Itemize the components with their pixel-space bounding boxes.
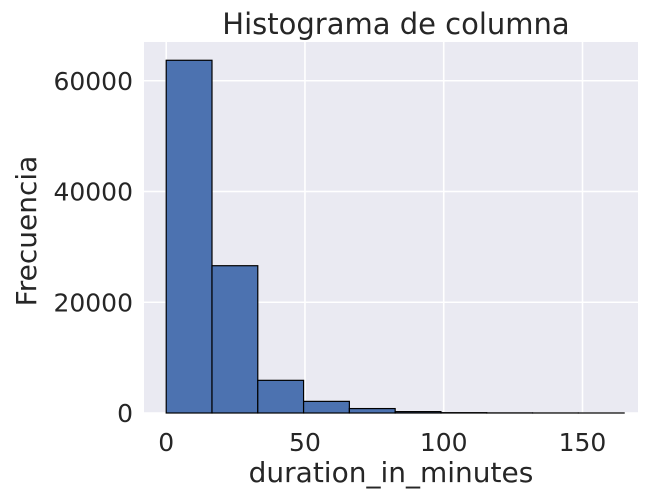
chart-title: Histograma de columna bbox=[222, 7, 569, 41]
y-tick-labels: 0 20000 40000 60000 bbox=[53, 67, 133, 428]
y-tick-label: 60000 bbox=[53, 67, 133, 96]
y-tick-label: 0 bbox=[117, 399, 133, 428]
y-axis-label: Frecuencia bbox=[10, 156, 43, 307]
histogram-bar bbox=[302, 400, 350, 414]
x-axis-label: duration_in_minutes bbox=[249, 456, 534, 489]
histogram-bar bbox=[394, 411, 442, 414]
histogram-bar bbox=[211, 265, 259, 414]
histogram-bar bbox=[165, 59, 213, 414]
x-tick-label: 150 bbox=[559, 428, 607, 457]
x-tick-label: 50 bbox=[289, 428, 321, 457]
y-tick-label: 40000 bbox=[53, 178, 133, 207]
histogram-bar bbox=[257, 379, 305, 414]
histogram-bar bbox=[348, 407, 396, 414]
x-tick-labels: 0 50 100 150 bbox=[158, 428, 606, 457]
x-tick-label: 100 bbox=[420, 428, 468, 457]
bars bbox=[165, 59, 625, 414]
y-tick-label: 20000 bbox=[53, 288, 133, 317]
x-tick-label: 0 bbox=[158, 428, 174, 457]
